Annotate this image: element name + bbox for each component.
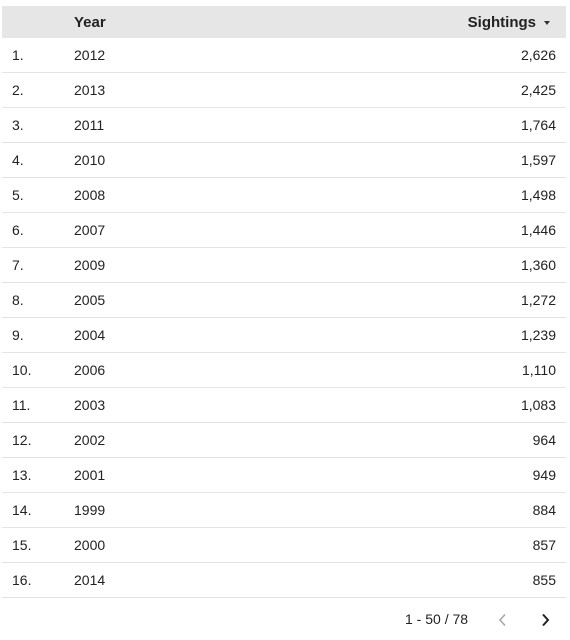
- table-body: 1. 2012 2,626 2. 2013 2,425 3. 2011 1,764 4. 2010 1…: [2, 38, 566, 598]
- sort-descending-icon: [544, 21, 550, 25]
- sightings-cell: 949: [532, 467, 556, 483]
- sightings-cell: 1,446: [520, 222, 556, 238]
- sightings-cell: 1,272: [520, 292, 556, 308]
- year-cell: 2013: [74, 82, 106, 98]
- row-index: 10.: [12, 362, 32, 378]
- table-row: 3. 2011 1,764: [2, 108, 566, 143]
- row-index: 12.: [12, 432, 32, 448]
- sightings-cell: 855: [532, 572, 556, 588]
- row-index: 15.: [12, 537, 32, 553]
- year-cell: 2000: [74, 537, 106, 553]
- year-cell: 2003: [74, 397, 106, 413]
- row-index: 1.: [12, 47, 24, 63]
- sightings-cell: 2,626: [520, 47, 556, 63]
- sightings-cell: 857: [532, 537, 556, 553]
- column-header-sightings-label: Sightings: [467, 13, 536, 31]
- row-index: 13.: [12, 467, 32, 483]
- row-index: 3.: [12, 117, 24, 133]
- year-cell: 2007: [74, 222, 106, 238]
- year-cell: 2001: [74, 467, 106, 483]
- year-cell: 2006: [74, 362, 106, 378]
- year-cell: 2010: [74, 152, 106, 168]
- table-row: 2. 2013 2,425: [2, 73, 566, 108]
- page-range-label: 1 - 50 / 78: [405, 611, 469, 627]
- data-table: Year Sightings 1. 2012 2,626 2. 2013 2,425 3. 2…: [2, 6, 566, 598]
- sightings-cell: 884: [532, 502, 556, 518]
- table-row: 15. 2000 857: [2, 528, 566, 563]
- table-row: 7. 2009 1,360: [2, 248, 566, 283]
- row-index: 16.: [12, 572, 32, 588]
- year-cell: 2012: [74, 47, 106, 63]
- previous-page-button[interactable]: [491, 608, 515, 632]
- row-index: 6.: [12, 222, 24, 238]
- table-row: 4. 2010 1,597: [2, 143, 566, 178]
- table-row: 14. 1999 884: [2, 493, 566, 528]
- table-row: 13. 2001 949: [2, 458, 566, 493]
- table-row: 11. 2003 1,083: [2, 388, 566, 423]
- column-header-year-label: Year: [74, 13, 106, 31]
- year-cell: 2009: [74, 257, 106, 273]
- sightings-cell: 2,425: [520, 82, 556, 98]
- table-row: 6. 2007 1,446: [2, 213, 566, 248]
- sightings-cell: 1,360: [520, 257, 556, 273]
- chevron-right-icon: [542, 613, 550, 627]
- table-row: 16. 2014 855: [2, 563, 566, 598]
- year-cell: 2014: [74, 572, 106, 588]
- chevron-left-icon: [498, 613, 506, 627]
- table-row: 9. 2004 1,239: [2, 318, 566, 353]
- year-cell: 2004: [74, 327, 106, 343]
- year-cell: 2002: [74, 432, 106, 448]
- sightings-cell: 1,110: [522, 362, 556, 378]
- year-cell: 2005: [74, 292, 106, 308]
- row-index: 11.: [12, 397, 31, 413]
- table-row: 12. 2002 964: [2, 423, 566, 458]
- table-header: Year Sightings: [2, 6, 566, 38]
- row-index: 2.: [12, 82, 24, 98]
- row-index: 5.: [12, 187, 24, 203]
- row-index: 14.: [12, 502, 32, 518]
- sightings-cell: 1,597: [520, 152, 556, 168]
- column-header-sightings[interactable]: Sightings: [274, 14, 566, 31]
- row-index: 7.: [12, 257, 24, 273]
- table-row: 8. 2005 1,272: [2, 283, 566, 318]
- row-index: 9.: [12, 327, 24, 343]
- sightings-cell: 1,498: [520, 187, 556, 203]
- year-cell: 2011: [74, 117, 105, 133]
- next-page-button[interactable]: [533, 608, 557, 632]
- table-row: 10. 2006 1,110: [2, 353, 566, 388]
- sightings-cell: 1,239: [520, 327, 556, 343]
- pagination: 1 - 50 / 78: [0, 608, 570, 632]
- year-cell: 1999: [74, 502, 106, 518]
- sightings-cell: 964: [532, 432, 556, 448]
- row-index: 4.: [12, 152, 24, 168]
- year-cell: 2008: [74, 187, 106, 203]
- sightings-cell: 1,083: [520, 397, 556, 413]
- column-header-year[interactable]: Year: [74, 14, 274, 31]
- table-row: 5. 2008 1,498: [2, 178, 566, 213]
- row-index: 8.: [12, 292, 24, 308]
- sightings-cell: 1,764: [520, 117, 556, 133]
- table-row: 1. 2012 2,626: [2, 38, 566, 73]
